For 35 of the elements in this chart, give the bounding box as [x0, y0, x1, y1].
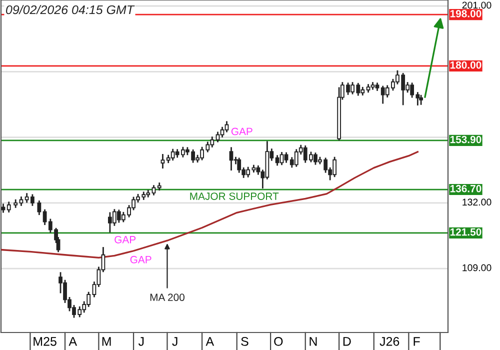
annotation: GAP: [231, 128, 252, 136]
x-tick-label: D: [343, 337, 351, 346]
y-tick-label: 132.00: [462, 198, 492, 206]
annotation: GAP: [114, 236, 136, 244]
candlestick: [284, 152, 288, 163]
candlestick: [216, 132, 220, 142]
y-tick-label: 201.00: [462, 2, 492, 9]
annotation: MA 200: [150, 294, 184, 302]
x-tick-label: M: [102, 337, 111, 346]
x-tick-label: J26: [380, 336, 400, 346]
candlestick: [6, 202, 11, 212]
x-tick-label: O: [274, 336, 283, 346]
candlestick: [160, 154, 165, 169]
x-tick-label: J: [138, 337, 144, 346]
x-tick-label: J: [172, 337, 178, 346]
x-tick-label: M25: [34, 336, 56, 346]
x-tick-label: A: [206, 337, 214, 346]
candlestick: [224, 121, 229, 132]
annotation: 09/02/2026 04:15 GMT: [6, 4, 135, 14]
ref-line-label: 121.50: [450, 228, 482, 236]
x-tick-label: A: [68, 337, 78, 346]
candlestick: [37, 200, 42, 216]
x-tick-label: N: [310, 337, 317, 346]
ref-line-label: 153.90: [450, 136, 482, 144]
ref-line-label: 180.00: [450, 61, 482, 69]
ref-line-label: 136.70: [450, 184, 482, 192]
candlestick: [280, 152, 284, 166]
candlestick: [237, 158, 242, 173]
candlestick: [229, 147, 234, 171]
annotation: GAP: [130, 256, 152, 264]
x-tick-label: F: [414, 337, 420, 346]
annotation: MAJOR SUPPORT: [190, 192, 279, 200]
ref-line-label: 198.00: [450, 10, 482, 18]
x-tick-label: S: [241, 336, 248, 346]
y-tick-label: 109.00: [462, 264, 492, 272]
